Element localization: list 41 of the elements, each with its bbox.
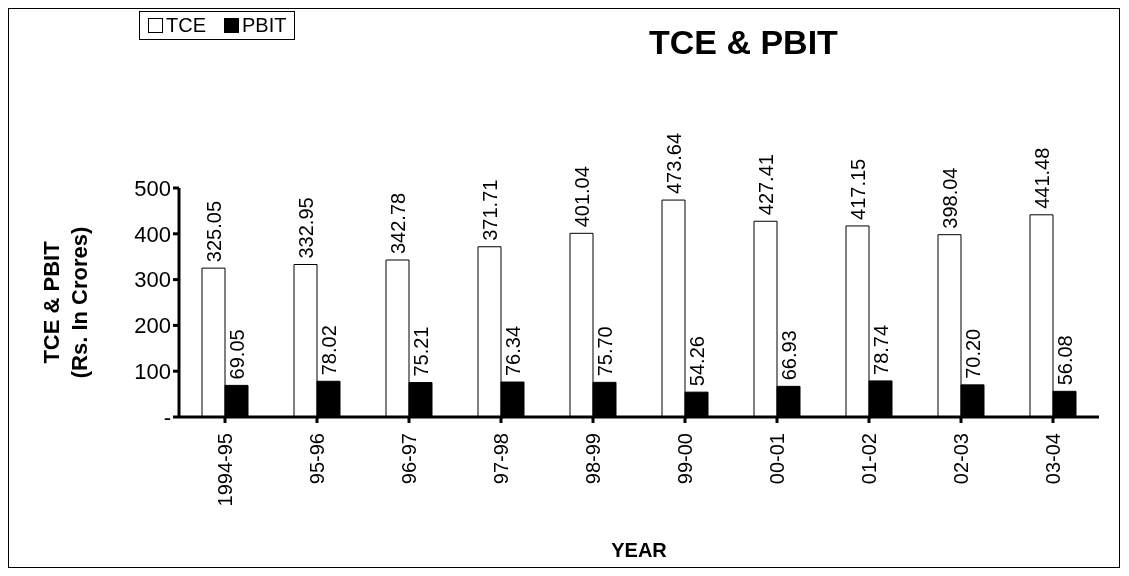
data-label: 54.26 bbox=[686, 336, 709, 387]
chart-title: TCE & PBIT bbox=[649, 23, 838, 62]
x-tick-label: 95-96 bbox=[306, 433, 328, 485]
data-label: 398.04 bbox=[939, 167, 962, 229]
x-tick-label: 03-04 bbox=[1042, 433, 1064, 485]
x-tick-label: 96-97 bbox=[398, 433, 420, 485]
y-tick-label: 100 bbox=[134, 359, 171, 385]
data-label: 342.78 bbox=[387, 192, 410, 255]
data-label: 75.21 bbox=[410, 326, 433, 377]
legend-label: PBIT bbox=[241, 14, 287, 37]
data-label: 70.20 bbox=[962, 328, 985, 379]
data-label: 371.71 bbox=[479, 179, 502, 241]
x-tick-label: 1994-95 bbox=[214, 433, 236, 507]
data-label: 441.48 bbox=[1031, 147, 1054, 209]
y-tick-label: 200 bbox=[134, 313, 171, 339]
x-tick-label: 97-98 bbox=[490, 433, 512, 485]
data-label: 56.08 bbox=[1054, 335, 1077, 386]
y-tick-label: 300 bbox=[134, 267, 171, 293]
x-tick-label: 02-03 bbox=[950, 433, 972, 485]
data-label: 76.34 bbox=[502, 325, 525, 377]
data-label: 78.74 bbox=[870, 324, 893, 375]
data-label: 401.04 bbox=[571, 166, 594, 228]
x-tick-label: 99-00 bbox=[674, 433, 696, 485]
x-tick-label: 98-99 bbox=[582, 433, 604, 485]
data-label: 78.02 bbox=[318, 325, 341, 376]
data-label: 417.15 bbox=[847, 158, 870, 220]
data-label: 75.70 bbox=[594, 326, 617, 377]
data-label: 427.41 bbox=[755, 154, 778, 216]
data-label: 473.64 bbox=[663, 132, 686, 195]
y-tick-label: 400 bbox=[134, 221, 171, 247]
data-label: 66.93 bbox=[778, 330, 801, 381]
data-label: 332.95 bbox=[295, 197, 318, 259]
legend-label: TCE bbox=[165, 14, 206, 37]
x-axis-title: YEAR bbox=[611, 539, 668, 561]
y-tick-label: 500 bbox=[134, 175, 171, 201]
x-tick-label: 00-01 bbox=[766, 433, 788, 485]
x-tick-label: 01-02 bbox=[858, 433, 880, 485]
data-label: 69.05 bbox=[226, 329, 249, 380]
y-tick-label: - bbox=[163, 404, 171, 430]
y-axis-title: TCE & PBIT (Rs. In Crores) bbox=[39, 226, 92, 379]
data-label: 325.05 bbox=[203, 200, 226, 263]
